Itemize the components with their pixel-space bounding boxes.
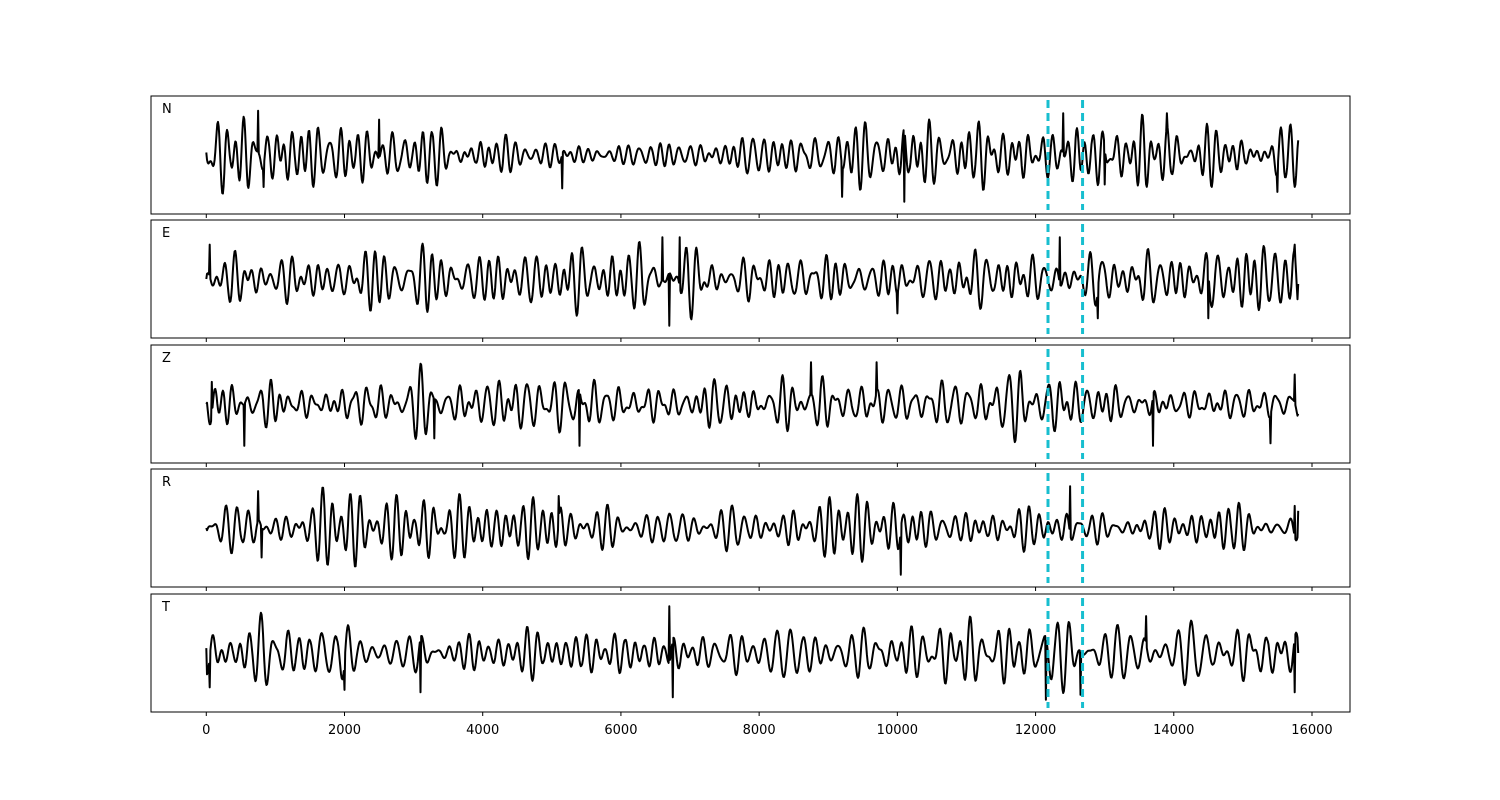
- channel-panel-t: T: [150, 593, 1351, 716]
- channel-panel-e: E: [150, 219, 1351, 342]
- panel-frame: [150, 593, 1351, 713]
- panel-frame: [150, 219, 1351, 339]
- panel-frame: [150, 344, 1351, 464]
- trace-t: [205, 605, 1300, 701]
- channel-label: T: [161, 600, 170, 615]
- x-tick-label: 10000: [877, 723, 918, 738]
- channel-panel-n: N: [150, 95, 1351, 218]
- trace-e: [205, 236, 1300, 327]
- panel-frame: [150, 95, 1351, 215]
- channel-panel-r: R: [150, 468, 1351, 591]
- channel-label: Z: [162, 351, 171, 366]
- channel-label: R: [162, 475, 171, 490]
- x-tick-label: 8000: [743, 723, 776, 738]
- channel-label: E: [162, 226, 170, 241]
- x-tick-label: 16000: [1291, 723, 1332, 738]
- panel-frame: [150, 468, 1351, 588]
- trace-r: [205, 485, 1300, 576]
- x-tick-label: 6000: [604, 723, 637, 738]
- trace-z: [205, 361, 1300, 447]
- x-tick-label: 0: [202, 723, 210, 738]
- x-tick-label: 14000: [1153, 723, 1194, 738]
- trace-n: [205, 109, 1300, 203]
- channel-label: N: [162, 102, 172, 117]
- channel-panel-z: Z: [150, 344, 1351, 467]
- x-tick-label: 4000: [466, 723, 499, 738]
- channel-panels: N E Z R T: [150, 95, 1351, 716]
- x-tick-label: 2000: [328, 723, 361, 738]
- x-axis: 0 2000 4000 6000 8000 10000 12000 14000 16000: [202, 723, 1333, 738]
- x-tick-label: 12000: [1015, 723, 1056, 738]
